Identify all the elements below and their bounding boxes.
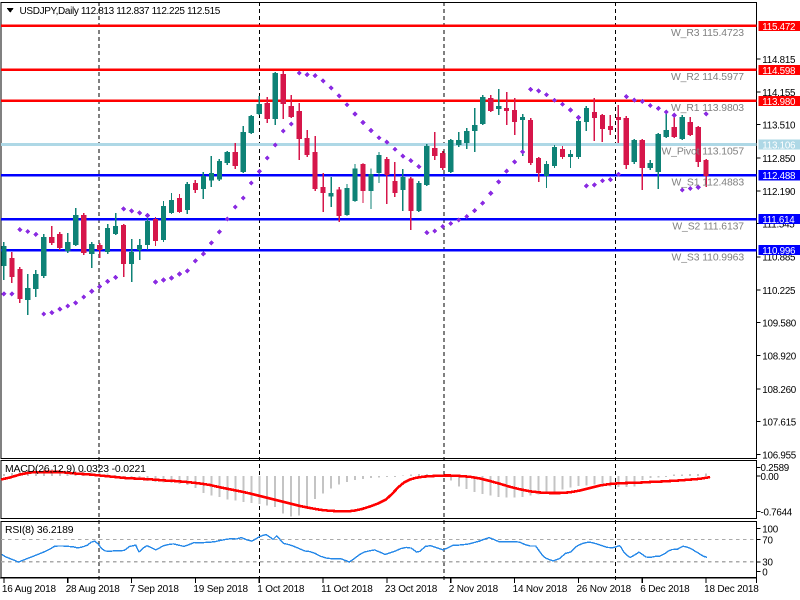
svg-text:115.472: 115.472	[762, 22, 795, 33]
svg-text:30: 30	[762, 558, 773, 569]
svg-text:RSI(8) 36.2189: RSI(8) 36.2189	[5, 525, 74, 536]
svg-text:28 Aug 2018: 28 Aug 2018	[66, 584, 121, 595]
svg-text:112.488: 112.488	[762, 171, 796, 182]
svg-text:108.260: 108.260	[762, 385, 796, 396]
svg-text:0: 0	[762, 568, 768, 579]
svg-text:107.615: 107.615	[762, 417, 796, 428]
svg-text:W_S3 110.9963: W_S3 110.9963	[672, 252, 745, 263]
svg-text:2 Nov 2018: 2 Nov 2018	[449, 584, 499, 595]
svg-text:18 Dec 2018: 18 Dec 2018	[704, 584, 759, 595]
svg-text:114.155: 114.155	[762, 88, 796, 99]
svg-text:110.225: 110.225	[762, 286, 796, 297]
svg-text:113.980: 113.980	[762, 97, 796, 108]
svg-text:0.00: 0.00	[761, 472, 780, 483]
svg-text:11 Oct 2018: 11 Oct 2018	[321, 584, 373, 595]
svg-text:W_R1 113.9803: W_R1 113.9803	[671, 103, 744, 114]
svg-text:14 Nov 2018: 14 Nov 2018	[513, 584, 568, 595]
svg-text:6 Dec 2018: 6 Dec 2018	[640, 584, 690, 595]
svg-text:108.920: 108.920	[762, 352, 796, 363]
svg-text:MACD(26,12,9) 0.0323 -0.0221: MACD(26,12,9) 0.0323 -0.0221	[5, 464, 146, 475]
svg-text:109.580: 109.580	[762, 318, 796, 329]
svg-text:USDJPY,Daily 112.813 112.837: USDJPY,Daily 112.813 112.837 112.225 112…	[20, 6, 221, 17]
svg-text:26 Nov 2018: 26 Nov 2018	[577, 584, 632, 595]
svg-text:23 Oct 2018: 23 Oct 2018	[385, 584, 438, 595]
svg-text:114.815: 114.815	[762, 55, 796, 66]
svg-text:111.614: 111.614	[762, 215, 795, 226]
svg-text:110.996: 110.996	[762, 246, 796, 257]
svg-text:W_S2 111.6137: W_S2 111.6137	[672, 221, 744, 232]
svg-text:0.2589: 0.2589	[761, 463, 789, 474]
svg-text:7 Sep 2018: 7 Sep 2018	[130, 584, 180, 595]
svg-text:1 Oct 2018: 1 Oct 2018	[257, 584, 305, 595]
svg-text:100: 100	[762, 524, 778, 535]
svg-text:16 Aug 2018: 16 Aug 2018	[2, 584, 57, 595]
svg-text:70: 70	[762, 535, 773, 546]
svg-text:W_Pivot 113.1057: W_Pivot 113.1057	[661, 147, 744, 158]
svg-text:111.545: 111.545	[762, 220, 795, 231]
svg-text:112.850: 112.850	[762, 154, 796, 165]
svg-text:W_R2 114.5977: W_R2 114.5977	[671, 72, 744, 83]
svg-text:-0.7644: -0.7644	[761, 508, 793, 519]
svg-text:113.510: 113.510	[762, 121, 796, 132]
svg-text:19 Sep 2018: 19 Sep 2018	[193, 584, 248, 595]
svg-text:113.106: 113.106	[762, 140, 796, 151]
svg-text:112.190: 112.190	[762, 187, 796, 198]
svg-text:110.885: 110.885	[762, 253, 796, 264]
svg-text:W_S1 112.4883: W_S1 112.4883	[672, 178, 745, 189]
svg-text:106.955: 106.955	[762, 451, 796, 462]
svg-text:W_R3 115.4723: W_R3 115.4723	[671, 28, 744, 39]
svg-text:114.598: 114.598	[762, 66, 796, 77]
